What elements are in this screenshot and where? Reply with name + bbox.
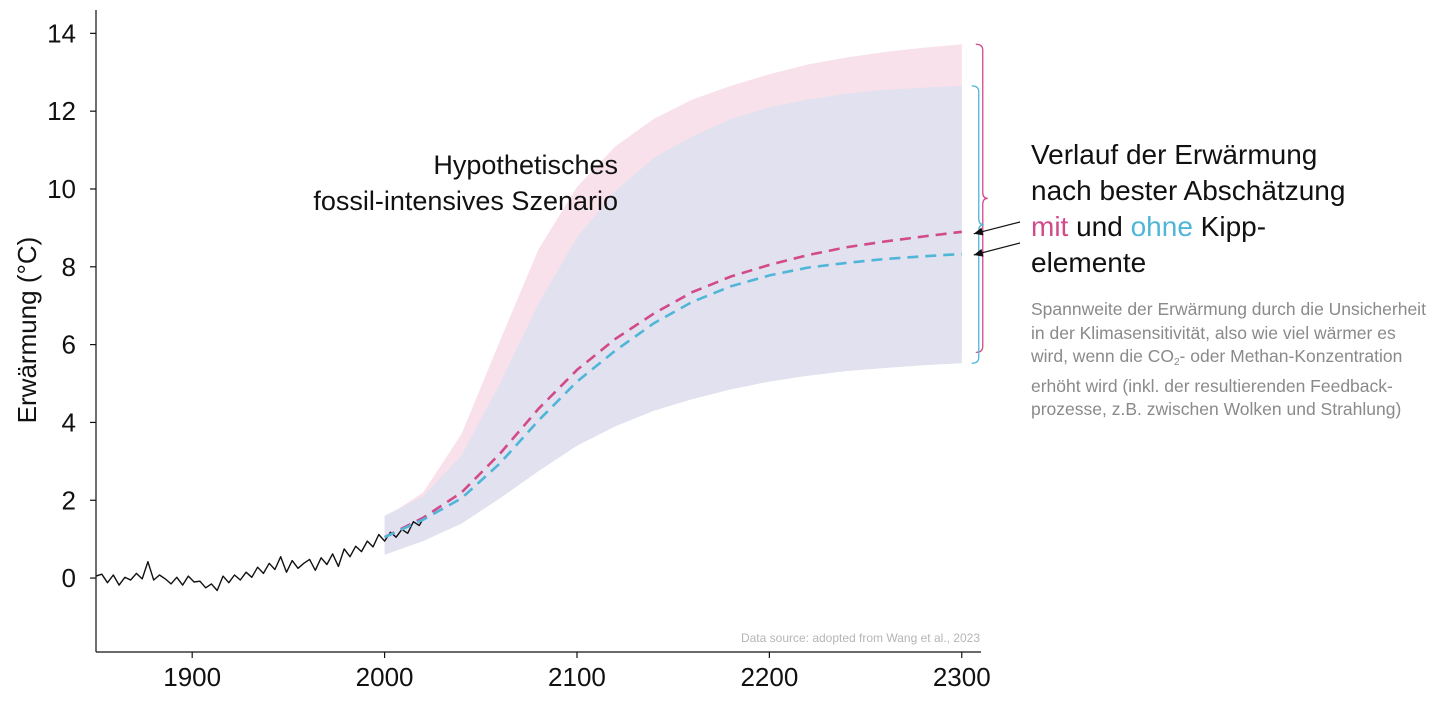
observed-series <box>95 515 426 592</box>
axes: 0 2 4 6 8 10 12 14 1900 2000 2100 2200 2300 <box>47 10 991 692</box>
y-tick-label: 0 <box>62 563 76 593</box>
legend-und: und <box>1068 211 1131 242</box>
scenario-label-line2: fossil-intensives Szenario <box>313 186 618 216</box>
legend-mit: mit <box>1031 211 1069 242</box>
y-tick-label: 8 <box>62 252 76 282</box>
brace-mit <box>975 43 988 354</box>
x-tick-label: 2200 <box>740 662 798 692</box>
range-note: Spannweite der Erwärmung durch die Unsic… <box>1031 298 1431 422</box>
legend-arrows <box>973 221 1021 257</box>
x-tick-label: 2300 <box>933 662 991 692</box>
uncertainty-bands <box>384 44 962 555</box>
legend-title: Verlauf der Erwärmung nach bester Abschä… <box>1031 137 1431 281</box>
legend-line-3: mit und ohne Kipp- <box>1031 209 1431 245</box>
y-tick-label: 6 <box>62 330 76 360</box>
y-tick-label: 2 <box>62 485 76 515</box>
observed-line <box>95 515 426 592</box>
x-tick-label: 2000 <box>356 662 414 692</box>
legend-kipp: Kipp- <box>1192 211 1267 242</box>
y-tick-label: 4 <box>62 407 76 437</box>
x-tick-label: 2100 <box>548 662 606 692</box>
legend-line-2: nach bester Abschätzung <box>1031 175 1346 206</box>
y-tick-label: 10 <box>47 174 76 204</box>
range-braces <box>971 43 988 364</box>
brace-ohne <box>971 85 984 364</box>
data-source-note: Data source: adopted from Wang et al., 2… <box>741 631 980 645</box>
scenario-label-line1: Hypothetisches <box>433 150 618 180</box>
legend-ohne: ohne <box>1130 211 1193 242</box>
range-note-subscript: 2 <box>1173 357 1180 368</box>
legend-line-1: Verlauf der Erwärmung <box>1031 139 1318 170</box>
y-tick-label: 14 <box>47 18 76 48</box>
range-ohne-band <box>384 85 962 555</box>
projection-series <box>384 230 962 539</box>
range-note-part1: Spannweite der Erwärmung durch die Unsic… <box>1031 299 1426 366</box>
x-tick-label: 1900 <box>163 662 221 692</box>
series-ohne-line <box>384 252 962 539</box>
range-note-part2: - oder Methan-Konzentration erhöht wird … <box>1031 346 1403 419</box>
y-axis-title: Erwärmung (°C) <box>12 237 42 424</box>
legend-line-4: elemente <box>1031 247 1147 278</box>
y-tick-label: 12 <box>47 96 76 126</box>
series-mit-line <box>384 230 962 539</box>
arrow-ohne-head <box>973 248 984 257</box>
arrow-mit-head <box>973 227 984 236</box>
